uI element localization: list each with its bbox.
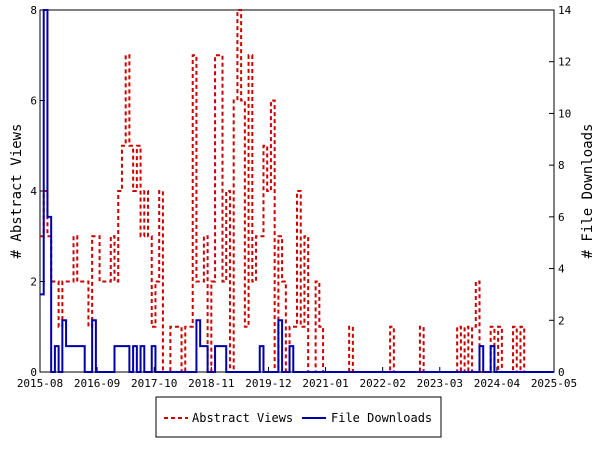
y-left-tick-label: 8 [30, 4, 37, 17]
series-line-abstract-views [40, 9, 554, 373]
y-axis-right-label: # File Downloads [580, 124, 596, 259]
x-tick-label: 2019-12 [245, 377, 291, 390]
legend: Abstract Views File Downloads [155, 396, 442, 438]
y-right-tick-label: 6 [558, 211, 565, 224]
y-right-tick-label: 2 [558, 314, 565, 327]
y-right-tick-label: 10 [558, 107, 571, 120]
x-tick-label: 2024-04 [474, 377, 521, 390]
y-axis-left-label: # Abstract Views [9, 124, 25, 259]
legend-label-file-downloads: File Downloads [331, 411, 432, 425]
series-lines [40, 9, 554, 373]
y-right-tick-label: 12 [558, 56, 571, 69]
legend-label-abstract-views: Abstract Views [192, 411, 293, 425]
x-tick-label: 2015-08 [17, 377, 63, 390]
x-tick-label: 2017-10 [131, 377, 177, 390]
legend-box [155, 396, 442, 438]
axis-ticks: 0 2 4 6 8 0 2 4 6 8 10 12 14 2015-08 2016-09 2017-10 201… [17, 4, 577, 390]
x-tick-label: 2022-02 [359, 377, 405, 390]
x-tick-label: 2018-11 [188, 377, 234, 390]
x-tick-label: 2025-05 [531, 377, 577, 390]
y-right-tick-label: 0 [558, 366, 565, 379]
y-right-tick-label: 14 [558, 4, 572, 17]
y-left-tick-label: 2 [30, 276, 37, 289]
y-left-tick-label: 6 [30, 95, 37, 108]
y-right-tick-label: 4 [558, 263, 565, 276]
y-left-tick-label: 4 [30, 185, 37, 198]
series-line-file-downloads [40, 9, 554, 373]
x-tick-label: 2021-01 [302, 377, 348, 390]
y-left-tick-label: 0 [30, 366, 37, 379]
x-tick-label: 2023-03 [417, 377, 463, 390]
plot-area [39, 9, 555, 373]
x-tick-label: 2016-09 [74, 377, 120, 390]
y-right-tick-label: 8 [558, 159, 565, 172]
